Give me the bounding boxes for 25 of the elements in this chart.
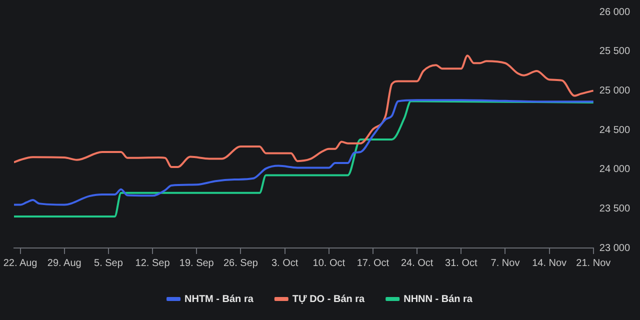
x-tick-label: 22. Aug [3,258,38,269]
legend-label: NHNN - Bán ra [404,294,473,305]
y-tick-label: 25 500 [599,46,630,58]
x-tick-label: 26. Sep [223,258,258,269]
x-tick-label: 14. Nov [532,258,567,269]
x-tick-label: 24. Oct [400,258,434,269]
x-tick-label: 12. Sep [135,258,170,269]
x-tick-label: 3. Oct [271,258,298,269]
legend-label: NHTM - Bán ra [184,294,254,305]
x-tick-label: 5. Sep [94,258,124,269]
x-tick-label: 7. Nov [490,258,520,269]
y-tick-label: 25 000 [599,85,630,96]
x-tick-label: 10. Oct [312,258,346,269]
x-tick-label: 21. Nov [576,258,611,269]
y-tick-label: 24 500 [599,124,630,136]
x-tick-label: 19. Sep [179,258,214,269]
y-tick-label: 23 500 [599,203,630,214]
y-tick-label: 26 000 [599,6,630,18]
x-tick-label: 17. Oct [356,258,390,269]
x-tick-label: 31. Oct [445,258,478,269]
y-tick-label: 23 000 [599,242,630,254]
x-tick-label: 29. Aug [47,258,82,269]
legend-label: TỰ DO - Bán ra [292,294,366,305]
line-series [14,54,594,168]
y-tick-label: 24 000 [599,164,630,176]
